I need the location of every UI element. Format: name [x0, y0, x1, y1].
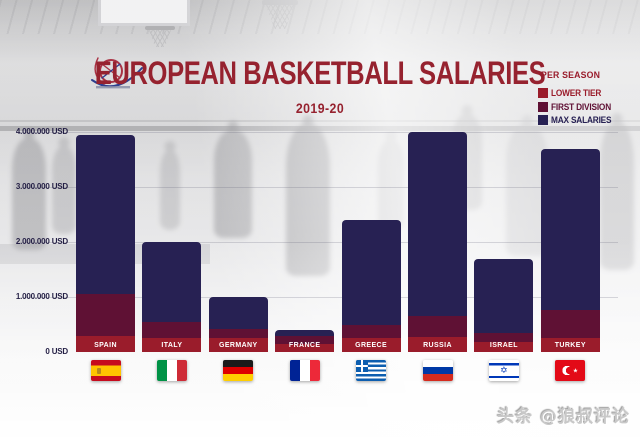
- bar-segment-max-salaries: [408, 132, 467, 352]
- gridline: [22, 131, 618, 133]
- legend: PER SEASON LOWER TIER FIRST DIVISION MAX S…: [538, 70, 617, 129]
- bar-country-label: TURKEY: [554, 342, 586, 349]
- legend-items: LOWER TIER FIRST DIVISION MAX SALARIES: [538, 88, 617, 125]
- bar-segment-lower-tier: [275, 343, 335, 352]
- bar-israel: ISRAEL: [474, 258, 534, 352]
- y-axis-tick-label: 4.000.000 USD: [15, 127, 68, 136]
- legend-swatch: [538, 115, 548, 125]
- y-axis-tick-label: 3.000.000 USD: [15, 182, 68, 191]
- flags-row: [0, 360, 640, 381]
- legend-label: MAX SALARIES: [551, 115, 612, 125]
- bar-italy: ITALY: [142, 242, 202, 352]
- flag-turkey-icon: [555, 360, 586, 381]
- flag-france-icon: [289, 360, 320, 381]
- bar-segment-lower-tier: [341, 338, 401, 352]
- bar-segment-lower-tier: [142, 338, 202, 352]
- bar-france: FRANCE: [275, 330, 335, 352]
- legend-swatch: [538, 101, 548, 112]
- legend-item: FIRST DIVISION: [538, 101, 617, 112]
- bar-segment-lower-tier: [540, 338, 600, 352]
- flag-italy-icon: [156, 360, 187, 381]
- bar-spain: SPAIN: [76, 134, 135, 352]
- flag-israel-icon: [488, 360, 519, 381]
- legend-label: FIRST DIVISION: [551, 101, 612, 112]
- bar-greece: GREECE: [341, 220, 401, 352]
- basketball-logo: [88, 52, 146, 105]
- legend-item: MAX SALARIES: [538, 115, 617, 125]
- legend-swatch: [538, 88, 548, 98]
- y-axis-tick-label: 1.000.000 USD: [15, 292, 68, 301]
- flag-greece-icon: [356, 360, 387, 381]
- bar-country-label: ISRAEL: [489, 342, 518, 349]
- bar-segment-lower-tier: [408, 337, 467, 352]
- bar-germany: GERMANY: [208, 297, 268, 352]
- bar-country-label: SPAIN: [94, 342, 117, 349]
- watermark: 头条 @狼叔评论: [497, 407, 630, 427]
- gridline: [22, 186, 618, 188]
- chart-subtitle: 2019-20: [295, 100, 345, 116]
- bar-country-label: RUSSIA: [423, 342, 452, 349]
- flag-russia-icon: [422, 360, 453, 381]
- y-axis-tick-label: 0 USD: [45, 347, 68, 356]
- bar-segment-lower-tier: [208, 338, 268, 352]
- bar-country-label: FRANCE: [288, 342, 321, 349]
- flag-spain-icon: [90, 360, 121, 381]
- y-axis-tick-label: 2.000.000 USD: [15, 237, 68, 246]
- bar-segment-lower-tier: [474, 342, 534, 352]
- flag-germany-icon: [223, 360, 254, 381]
- chart-title: EUROPEAN BASKETBALL SALARIES: [94, 55, 546, 91]
- bar-turkey: TURKEY: [540, 148, 600, 352]
- bar-country-label: GERMANY: [219, 342, 258, 349]
- legend-label: LOWER TIER: [551, 88, 602, 98]
- gridline: [22, 241, 618, 243]
- legend-title: PER SEASON: [541, 70, 601, 81]
- gridline: [22, 296, 618, 298]
- bar-country-label: GREECE: [355, 342, 388, 349]
- bar-segment-lower-tier: [76, 335, 135, 352]
- bar-russia: RUSSIA: [408, 132, 467, 352]
- bar-country-label: ITALY: [161, 342, 183, 349]
- legend-item: LOWER TIER: [538, 88, 617, 98]
